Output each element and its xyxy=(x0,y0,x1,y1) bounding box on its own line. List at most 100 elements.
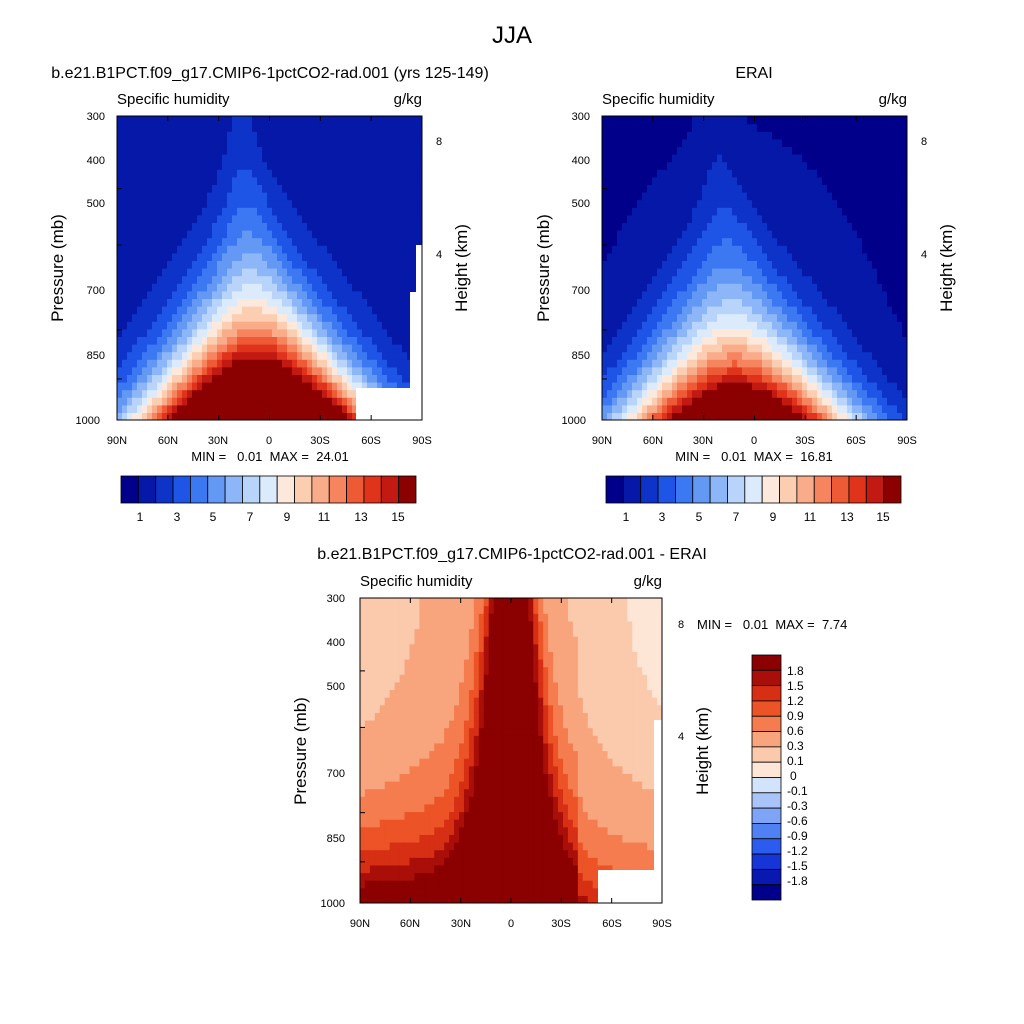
contour-cell xyxy=(397,123,403,132)
contour-cell xyxy=(377,123,383,132)
contour-cell xyxy=(667,245,673,254)
contour-cell xyxy=(237,389,243,398)
contour-cell xyxy=(772,222,778,231)
contour-cell xyxy=(817,366,823,375)
contour-cell xyxy=(662,344,668,353)
contour-cell xyxy=(822,412,828,420)
contour-cell xyxy=(787,382,793,391)
contour-cell xyxy=(817,245,823,254)
contour-cell xyxy=(342,199,348,208)
contour-cell xyxy=(187,344,193,353)
contour-cell xyxy=(622,374,628,383)
contour-cell xyxy=(287,161,293,170)
contour-cell xyxy=(302,321,308,330)
contour-cell xyxy=(772,252,778,261)
contour-cell xyxy=(187,313,193,322)
contour-cell xyxy=(372,184,378,193)
contour-cell xyxy=(672,169,678,178)
contour-cell xyxy=(167,366,173,375)
contour-cell xyxy=(317,359,323,368)
contour-cell xyxy=(367,123,373,132)
contour-cell xyxy=(762,404,768,413)
contour-cell xyxy=(342,116,348,125)
contour-cell xyxy=(817,222,823,231)
contour-cell xyxy=(847,382,853,391)
contour-cell xyxy=(707,328,713,337)
contour-cell xyxy=(382,252,388,261)
contour-cell xyxy=(177,313,183,322)
contour-cell xyxy=(217,275,223,284)
contour-cell xyxy=(602,275,608,284)
contour-cell xyxy=(822,359,828,368)
contour-cell xyxy=(282,321,288,330)
contour-cell xyxy=(627,359,633,368)
contour-cell xyxy=(887,351,893,360)
contour-cell xyxy=(782,336,788,345)
contour-cell xyxy=(247,382,253,391)
contour-cell xyxy=(187,412,193,420)
contour-cell xyxy=(142,176,148,185)
contour-cell xyxy=(357,169,363,178)
contour-cell xyxy=(742,116,748,125)
contour-cell xyxy=(882,321,888,330)
contour-cell xyxy=(677,192,683,201)
contour-cell xyxy=(697,138,703,147)
contour-cell xyxy=(872,199,878,208)
contour-cell xyxy=(227,192,233,201)
contour-cell xyxy=(132,192,138,201)
contour-cell xyxy=(852,207,858,216)
contour-cell xyxy=(272,245,278,254)
contour-cell xyxy=(862,275,868,284)
contour-cell xyxy=(392,298,398,307)
contour-cell xyxy=(392,154,398,163)
contour-cell xyxy=(642,382,648,391)
contour-cell xyxy=(867,161,873,170)
contour-cell xyxy=(357,290,363,299)
contour-cell xyxy=(777,123,783,132)
contour-cell xyxy=(712,131,718,140)
contour-cell xyxy=(257,154,263,163)
contour-cell xyxy=(407,237,413,246)
contour-cell xyxy=(832,404,838,413)
contour-cell xyxy=(837,116,843,125)
contour-cell xyxy=(347,382,353,391)
contour-cell xyxy=(182,306,188,315)
contour-cell xyxy=(287,389,293,398)
contour-cell xyxy=(367,313,373,322)
contour-cell xyxy=(832,230,838,239)
contour-cell xyxy=(767,192,773,201)
contour-cell xyxy=(277,184,283,193)
contour-cell xyxy=(367,321,373,330)
contour-cell xyxy=(812,404,818,413)
contour-cell xyxy=(702,214,708,223)
contour-cell xyxy=(852,222,858,231)
contour-cell xyxy=(822,245,828,254)
contour-cell xyxy=(367,192,373,201)
contour-cell xyxy=(802,245,808,254)
contour-cell xyxy=(267,351,273,360)
contour-cell xyxy=(167,397,173,406)
contour-cell xyxy=(362,328,368,337)
contour-cell xyxy=(697,169,703,178)
contour-cell xyxy=(857,290,863,299)
contour-cell xyxy=(617,351,623,360)
contour-cell xyxy=(327,397,333,406)
contour-cell xyxy=(802,214,808,223)
contour-cell xyxy=(752,260,758,269)
contour-cell xyxy=(137,374,143,383)
contour-cell xyxy=(362,313,368,322)
contour-cell xyxy=(247,176,253,185)
colorbar-label: 7 xyxy=(247,510,254,524)
contour-cell xyxy=(757,389,763,398)
contour-cell xyxy=(207,131,213,140)
contour-cell xyxy=(702,184,708,193)
contour-cell xyxy=(662,214,668,223)
contour-cell xyxy=(867,199,873,208)
contour-cell xyxy=(212,404,218,413)
contour-cell xyxy=(657,321,663,330)
contour-cell xyxy=(172,252,178,261)
contour-cell xyxy=(147,382,153,391)
contour-cell xyxy=(692,161,698,170)
contour-cell xyxy=(777,283,783,292)
contour-cell xyxy=(897,290,903,299)
